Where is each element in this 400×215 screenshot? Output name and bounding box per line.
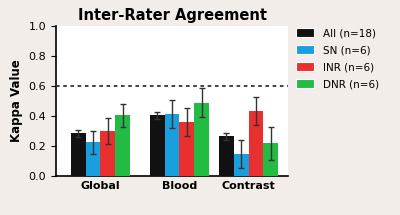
Bar: [194, 103, 209, 176]
Bar: [150, 115, 164, 176]
Legend: All (n=18), SN (n=6), INR (n=6), DNR (n=6): All (n=18), SN (n=6), INR (n=6), DNR (n=…: [296, 28, 379, 89]
Bar: [248, 111, 263, 176]
Bar: [115, 115, 130, 176]
Bar: [71, 133, 86, 176]
Bar: [234, 154, 248, 176]
Y-axis label: Kappa Value: Kappa Value: [10, 60, 23, 142]
Bar: [180, 122, 194, 176]
Bar: [263, 143, 278, 176]
Bar: [219, 136, 234, 176]
Bar: [86, 142, 100, 176]
Bar: [164, 114, 180, 176]
Bar: [100, 131, 115, 176]
Title: Inter-Rater Agreement: Inter-Rater Agreement: [78, 8, 266, 23]
